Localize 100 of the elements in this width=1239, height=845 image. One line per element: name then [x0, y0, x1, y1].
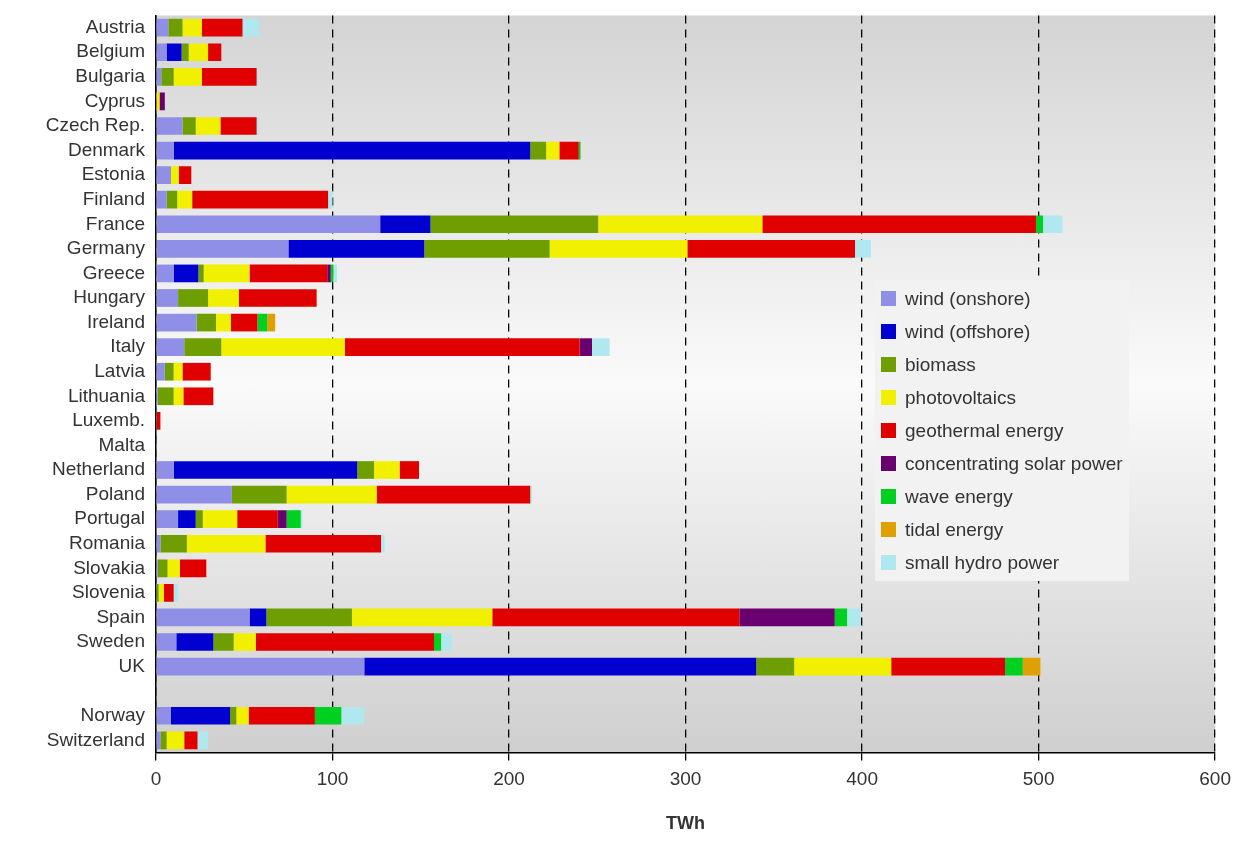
- x-tick-label: 500: [1022, 768, 1055, 790]
- x-axis-title: TWh: [666, 813, 706, 834]
- bar: [376, 485, 531, 504]
- bar: [216, 313, 232, 332]
- bar: [286, 485, 377, 504]
- y-tick-label: Denmark: [67, 138, 146, 160]
- bar: [434, 633, 442, 651]
- bar: [762, 215, 1036, 234]
- bar: [201, 67, 257, 86]
- bar: [188, 43, 209, 62]
- y-tick-label: Sweden: [76, 630, 145, 652]
- y-tick-label: Slovenia: [72, 581, 146, 603]
- y-tick-label: France: [85, 212, 145, 234]
- bar: [237, 510, 278, 528]
- bar: [891, 657, 1006, 676]
- bar: [1005, 657, 1023, 676]
- y-tick-label: Germany: [66, 237, 146, 259]
- bar: [1043, 215, 1063, 234]
- bar: [171, 166, 179, 184]
- bar: [579, 338, 593, 356]
- bar: [267, 313, 276, 332]
- bar: [286, 510, 301, 528]
- bar: [1022, 657, 1041, 676]
- bar: [156, 18, 169, 37]
- bar: [159, 92, 165, 111]
- bar: [196, 313, 217, 332]
- bar: [156, 485, 232, 504]
- bar: [156, 264, 174, 283]
- bar: [173, 387, 184, 406]
- bar: [157, 559, 168, 578]
- bar: [192, 190, 329, 209]
- bar: [156, 362, 165, 381]
- bar: [249, 608, 267, 627]
- y-tick-label: Hungary: [73, 286, 146, 308]
- bar: [221, 338, 345, 356]
- y-tick-label: Romania: [68, 531, 146, 553]
- bar: [549, 240, 688, 258]
- bar: [171, 706, 231, 725]
- bar: [238, 289, 317, 307]
- bar: [248, 706, 315, 725]
- x-tick-label: 200: [493, 768, 525, 790]
- bar: [182, 18, 202, 37]
- bar: [161, 67, 174, 86]
- y-tick-label: Greece: [82, 261, 145, 283]
- bar: [399, 461, 420, 479]
- bar: [559, 141, 579, 160]
- bar: [265, 534, 382, 553]
- y-tick-label: Cyprus: [84, 89, 145, 111]
- bar: [834, 608, 848, 627]
- x-tick-label: 100: [316, 768, 349, 790]
- legend-label: small hydro power: [905, 551, 1060, 574]
- bar: [182, 362, 211, 381]
- y-tick-label: Norway: [80, 703, 146, 725]
- bar: [173, 461, 358, 479]
- bar: [156, 92, 160, 111]
- y-tick-label: Slovakia: [73, 556, 146, 578]
- bar: [195, 510, 203, 528]
- bar: [156, 633, 177, 651]
- bar: [157, 387, 174, 406]
- bar: [184, 731, 198, 750]
- bar: [220, 117, 257, 135]
- y-tick-label: Spain: [96, 605, 145, 627]
- legend-label: wave energy: [905, 485, 1013, 508]
- bar: [164, 362, 174, 381]
- y-tick-label: Poland: [85, 482, 145, 504]
- bar: [156, 215, 381, 234]
- bar: [231, 485, 287, 504]
- y-tick-label: Ireland: [86, 310, 145, 332]
- bar: [156, 313, 197, 332]
- bar: [424, 240, 550, 258]
- y-tick-label: Finland: [82, 187, 145, 209]
- bar: [314, 706, 342, 725]
- bar: [173, 584, 179, 602]
- bar: [328, 190, 333, 209]
- bar: [231, 313, 258, 332]
- bar: [230, 706, 237, 725]
- legend-label: wind (offshore): [905, 320, 1031, 343]
- bar: [156, 240, 289, 258]
- bar: [213, 633, 234, 651]
- y-tick-label: UK: [118, 654, 146, 676]
- bar: [687, 240, 856, 258]
- y-tick-label: Bulgaria: [75, 65, 146, 87]
- bar: [208, 43, 222, 62]
- bar: [167, 559, 180, 578]
- bar: [847, 608, 861, 627]
- bar: [249, 264, 328, 283]
- bar: [492, 608, 740, 627]
- bar: [794, 657, 892, 676]
- bar: [341, 706, 365, 725]
- bar: [176, 633, 214, 651]
- bar: [173, 264, 199, 283]
- bar: [156, 657, 365, 676]
- bar: [166, 43, 182, 62]
- legend-label: biomass: [905, 353, 976, 376]
- y-tick-label: Malta: [98, 433, 146, 455]
- bar: [530, 141, 547, 160]
- bar: [374, 461, 400, 479]
- bar: [598, 215, 763, 234]
- bar: [546, 141, 560, 160]
- bar: [255, 633, 435, 651]
